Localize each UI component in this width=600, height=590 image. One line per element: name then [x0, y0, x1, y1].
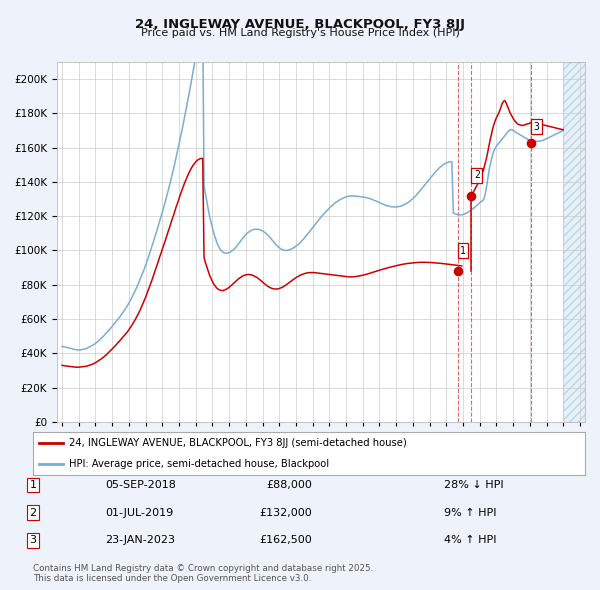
Bar — [563, 62, 585, 422]
Text: 9% ↑ HPI: 9% ↑ HPI — [444, 508, 497, 517]
Text: 1: 1 — [460, 246, 466, 256]
Text: HPI: Average price, semi-detached house, Blackpool: HPI: Average price, semi-detached house,… — [69, 460, 329, 469]
Text: 4% ↑ HPI: 4% ↑ HPI — [444, 536, 497, 545]
Text: 01-JUL-2019: 01-JUL-2019 — [105, 508, 173, 517]
Text: 24, INGLEWAY AVENUE, BLACKPOOL, FY3 8JJ (semi-detached house): 24, INGLEWAY AVENUE, BLACKPOOL, FY3 8JJ … — [69, 438, 407, 448]
Text: £88,000: £88,000 — [266, 480, 312, 490]
Text: Price paid vs. HM Land Registry's House Price Index (HPI): Price paid vs. HM Land Registry's House … — [140, 28, 460, 38]
Bar — [563, 62, 585, 422]
Text: 28% ↓ HPI: 28% ↓ HPI — [444, 480, 503, 490]
Text: Contains HM Land Registry data © Crown copyright and database right 2025.
This d: Contains HM Land Registry data © Crown c… — [33, 563, 373, 583]
Text: 3: 3 — [533, 122, 539, 132]
Text: 2: 2 — [29, 508, 37, 517]
Point — [453, 266, 463, 276]
Text: 23-JAN-2023: 23-JAN-2023 — [105, 536, 175, 545]
Text: 1: 1 — [29, 480, 37, 490]
Text: 3: 3 — [29, 536, 37, 545]
Text: 24, INGLEWAY AVENUE, BLACKPOOL, FY3 8JJ: 24, INGLEWAY AVENUE, BLACKPOOL, FY3 8JJ — [135, 18, 465, 31]
Text: £162,500: £162,500 — [259, 536, 312, 545]
Point — [467, 191, 476, 201]
Text: £132,000: £132,000 — [259, 508, 312, 517]
Text: 05-SEP-2018: 05-SEP-2018 — [105, 480, 176, 490]
Point — [526, 139, 536, 148]
Text: 2: 2 — [474, 171, 480, 181]
